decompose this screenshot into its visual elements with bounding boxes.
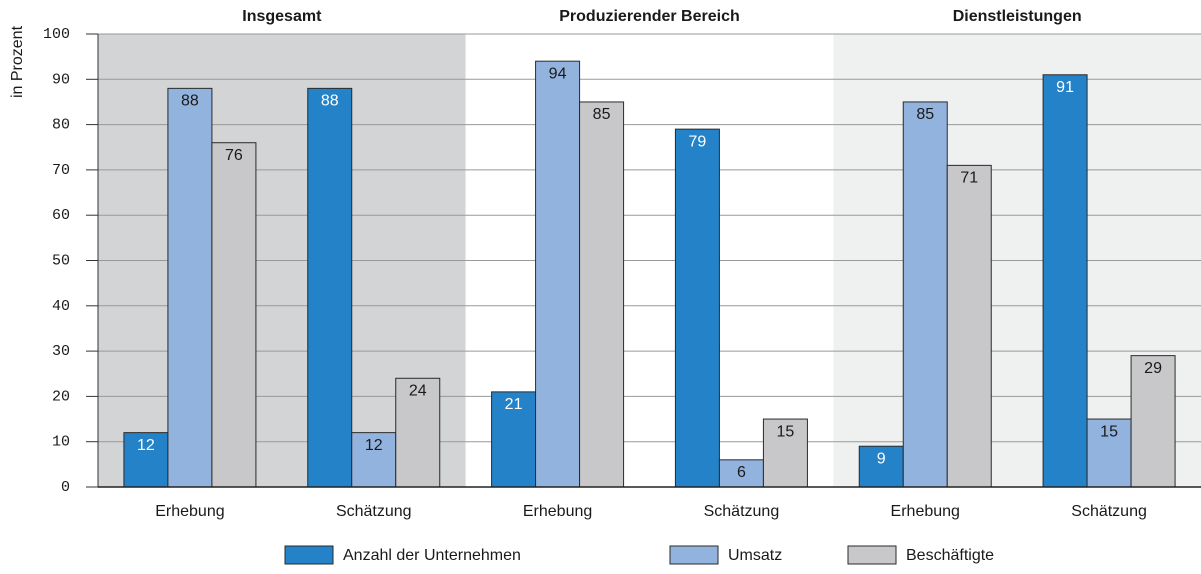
y-tick-label: 20: [52, 388, 70, 405]
bar: [351, 432, 397, 488]
data-label: 9: [877, 450, 886, 467]
y-tick-label: 10: [52, 434, 70, 451]
y-tick-label: 70: [52, 162, 70, 179]
legend-swatch: [284, 545, 334, 565]
data-label: 85: [593, 106, 611, 123]
legend-swatch: [847, 545, 897, 565]
x-tick-label: Schätzung: [336, 503, 412, 520]
x-tick-label: Erhebung: [891, 503, 960, 520]
data-label: 79: [689, 133, 707, 150]
data-label: 15: [1100, 423, 1118, 440]
y-tick-label: 50: [52, 252, 70, 269]
y-tick-label: 80: [52, 117, 70, 134]
x-tick-label: Schätzung: [704, 503, 780, 520]
bar: [1086, 418, 1132, 488]
x-tick-label: Erhebung: [523, 503, 592, 520]
data-label: 91: [1056, 79, 1074, 96]
bar: [123, 432, 169, 488]
bar: [1130, 355, 1176, 488]
data-label: 29: [1144, 360, 1162, 377]
bar: [946, 164, 992, 488]
data-label: 88: [181, 93, 199, 110]
data-label: 21: [505, 396, 523, 413]
data-label: 12: [365, 437, 383, 454]
panel-title: Dienstleistungen: [953, 8, 1082, 25]
legend-label: Umsatz: [728, 547, 782, 564]
data-label: 15: [777, 423, 795, 440]
bar: [211, 142, 257, 488]
data-label: 24: [409, 382, 427, 399]
bar: [579, 101, 625, 488]
bar: [858, 445, 904, 488]
x-tick-label: Schätzung: [1071, 503, 1147, 520]
legend-swatch: [669, 545, 719, 565]
data-label: 94: [549, 65, 567, 82]
data-label: 76: [225, 147, 243, 164]
bar: [491, 391, 537, 488]
bar: [535, 60, 581, 488]
bar: [762, 418, 808, 488]
data-label: 12: [137, 437, 155, 454]
bar: [902, 101, 948, 488]
bar: [307, 87, 353, 488]
legend-label: Anzahl der Unternehmen: [343, 547, 521, 564]
data-label: 71: [960, 170, 978, 187]
y-tick-label: 90: [52, 71, 70, 88]
bar: [167, 87, 213, 488]
panel-title: Produzierender Bereich: [559, 8, 740, 25]
y-tick-label: 0: [61, 479, 70, 496]
legend-label: Beschäftigte: [906, 547, 994, 564]
data-label: 85: [916, 106, 934, 123]
y-tick-label: 30: [52, 343, 70, 360]
y-tick-label: 60: [52, 207, 70, 224]
y-tick-label: 100: [43, 26, 70, 43]
y-tick-label: 40: [52, 298, 70, 315]
data-label: 6: [737, 464, 746, 481]
x-tick-label: Erhebung: [155, 503, 224, 520]
data-label: 88: [321, 93, 339, 110]
bar: [1042, 74, 1088, 488]
panel-title: Insgesamt: [242, 8, 322, 25]
y-axis-label: in Prozent: [9, 25, 26, 98]
bar: [674, 128, 720, 488]
